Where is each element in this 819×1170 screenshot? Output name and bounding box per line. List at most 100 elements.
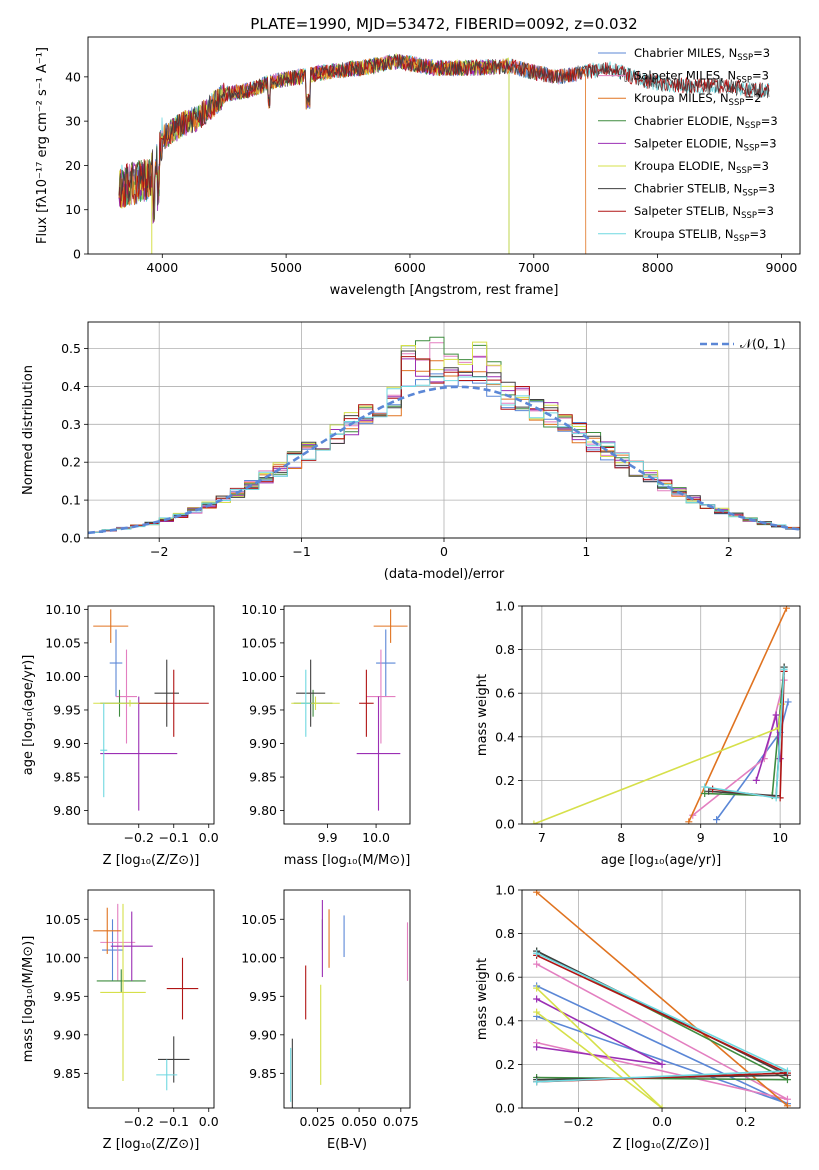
panel-residuals: −2 −1 0 1 2 0.0 0.1 0.2 0.3 0.4 0.5 (data-model)/er… bbox=[21, 321, 801, 582]
x-tick-label: 6000 bbox=[394, 260, 426, 275]
x-tick-label: 9 bbox=[697, 830, 705, 845]
x-tick-label: 0.025 bbox=[299, 1114, 335, 1129]
legend-entry: Salpeter MILES, NSSP=3 bbox=[634, 69, 769, 86]
errorbar-point bbox=[376, 629, 396, 697]
spectrum-legend: Chabrier MILES, NSSP=3 Salpeter MILES, NS… bbox=[598, 46, 778, 244]
weight-marker bbox=[772, 794, 780, 802]
weight-marker bbox=[533, 1078, 541, 1086]
x-tick-label: 8 bbox=[617, 830, 625, 845]
panel-weight_vs_age: 7 8 9 10 0.0 0.2 0.4 0.6 0.8 1.0 age [log₁₀(age/yr… bbox=[475, 599, 801, 868]
y-tick-label: 9.90 bbox=[249, 1027, 277, 1042]
y-tick-label: 9.85 bbox=[53, 1066, 81, 1081]
histogram-step bbox=[88, 341, 800, 533]
y-tick-label: 0.2 bbox=[495, 1057, 515, 1072]
errorbar-point bbox=[100, 903, 136, 981]
legend-entry: 𝒩(0, 1) bbox=[740, 336, 786, 351]
legend-entry: Salpeter STELIB, NSSP=3 bbox=[634, 204, 774, 221]
y-tick-label: 0.8 bbox=[495, 926, 515, 941]
weight-marker bbox=[533, 1008, 541, 1016]
panel-age_vs_Z: −0.2 −0.1 0.0 9.80 9.85 9.90 9.95 10.00 10.05 10.… bbox=[21, 602, 219, 868]
x-tick-label: 0.075 bbox=[383, 1114, 419, 1129]
errorbar-point bbox=[291, 696, 340, 710]
frame-age_vs_mass bbox=[283, 605, 411, 825]
y-tick-label: 9.85 bbox=[53, 770, 81, 785]
x-axis-label: Z [log₁₀(Z/Z⊙)] bbox=[103, 1137, 200, 1152]
y-tick-label: 0.0 bbox=[495, 1101, 515, 1116]
plot-area-mass_vs_ebv bbox=[290, 900, 409, 1108]
weight-marker bbox=[705, 787, 713, 795]
weight-marker bbox=[701, 789, 709, 797]
weight-marker bbox=[783, 1102, 791, 1108]
y-tick-label: 9.90 bbox=[249, 736, 277, 751]
weight-marker bbox=[713, 816, 721, 824]
x-tick-label: −0.1 bbox=[159, 830, 189, 845]
errorbar-point bbox=[109, 629, 123, 697]
y-tick-label: 9.95 bbox=[249, 702, 277, 717]
legend-entry: Chabrier STELIB, NSSP=3 bbox=[634, 182, 775, 199]
y-tick-label: 1.0 bbox=[495, 599, 515, 614]
normal-curve bbox=[88, 385, 800, 535]
plot-area-spectrum bbox=[118, 52, 770, 254]
panel-mass_vs_ebv: 0.025 0.050 0.075 9.85 9.90 9.95 10.00 10.05 E(B… bbox=[241, 889, 419, 1152]
y-tick-label: 0.4 bbox=[495, 729, 515, 744]
panel-spectrum: 4000 5000 6000 7000 8000 9000 0 10 20 30 40 wavelen… bbox=[35, 36, 801, 298]
y-tick-label: 40 bbox=[65, 69, 81, 84]
x-axis-label: mass [log₁₀(M/M⊙)] bbox=[284, 853, 411, 868]
weight-marker bbox=[782, 606, 790, 612]
plot-area-residuals bbox=[88, 336, 800, 535]
y-tick-label: 0.5 bbox=[61, 341, 81, 356]
x-axis-label: Z [log₁₀(Z/Z⊙)] bbox=[613, 1137, 710, 1152]
legend-entry: Chabrier MILES, NSSP=3 bbox=[634, 46, 770, 63]
x-tick-label: −0.2 bbox=[124, 830, 154, 845]
errorbar-point bbox=[110, 911, 153, 981]
x-tick-label: 10 bbox=[772, 830, 788, 845]
y-tick-label: 0 bbox=[73, 247, 81, 262]
weight-line bbox=[536, 891, 789, 1107]
y-tick-label: 20 bbox=[65, 158, 81, 173]
weight-marker bbox=[530, 820, 538, 824]
errorbar-point bbox=[156, 1059, 178, 1091]
y-tick-label: 9.85 bbox=[249, 1066, 277, 1081]
weight-marker bbox=[658, 1060, 666, 1068]
weight-line bbox=[536, 987, 663, 1108]
weight-line bbox=[708, 666, 785, 797]
errorbar-point bbox=[300, 669, 311, 737]
errorbar-point bbox=[93, 609, 129, 643]
x-tick-label: −1 bbox=[292, 544, 310, 559]
weight-line bbox=[536, 998, 663, 1066]
y-tick-label: 9.90 bbox=[53, 1027, 81, 1042]
y-tick-label: 10.05 bbox=[45, 912, 81, 927]
x-tick-label: 4000 bbox=[146, 260, 178, 275]
weight-marker bbox=[772, 711, 780, 719]
weight-marker bbox=[783, 1067, 791, 1075]
spectrum-line bbox=[118, 52, 510, 254]
weight-marker bbox=[533, 984, 541, 992]
y-tick-label: 10.05 bbox=[241, 912, 277, 927]
weight-marker bbox=[533, 995, 541, 1003]
y-tick-label: 9.95 bbox=[53, 702, 81, 717]
plot-area-weight_vs_Z bbox=[533, 890, 791, 1108]
y-tick-label: 10.05 bbox=[241, 635, 277, 650]
errorbar-point bbox=[96, 969, 146, 993]
residuals-legend: 𝒩(0, 1) bbox=[700, 336, 786, 351]
x-tick-label: 10.0 bbox=[362, 830, 390, 845]
x-tick-label: 7000 bbox=[518, 260, 550, 275]
y-tick-label: 9.95 bbox=[53, 989, 81, 1004]
weight-marker bbox=[784, 698, 792, 706]
x-tick-label: 0 bbox=[440, 544, 448, 559]
errorbar-point bbox=[296, 659, 326, 727]
frame-mass_vs_Z bbox=[87, 889, 215, 1109]
x-tick-label: 5000 bbox=[270, 260, 302, 275]
errorbar-point bbox=[102, 919, 123, 981]
spectrum-line bbox=[118, 53, 584, 222]
y-tick-label: 0.6 bbox=[495, 686, 515, 701]
x-tick-label: 0.0 bbox=[199, 1114, 219, 1129]
y-axis-label: mass weight bbox=[475, 958, 490, 1040]
errorbar-point bbox=[359, 669, 374, 737]
errorbar-point bbox=[100, 696, 178, 811]
x-tick-label: 0.2 bbox=[736, 1114, 756, 1129]
x-tick-label: 2 bbox=[725, 544, 733, 559]
legend-entry: Kroupa STELIB, NSSP=3 bbox=[634, 227, 766, 244]
weight-marker bbox=[533, 949, 541, 957]
x-tick-label: −0.1 bbox=[159, 1114, 189, 1129]
